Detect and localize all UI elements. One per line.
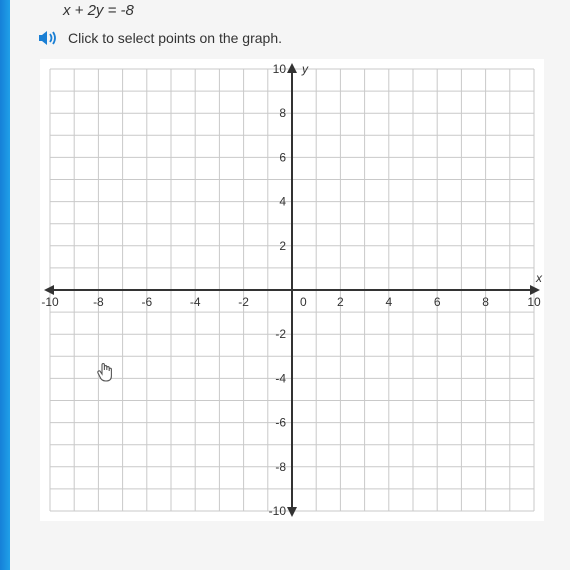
svg-text:4: 4 [385,295,392,309]
svg-text:-2: -2 [275,327,286,341]
svg-text:-10: -10 [269,504,287,518]
content-area: x + 2y = -8 Click to select points on th… [18,0,570,521]
svg-text:8: 8 [279,106,286,120]
svg-text:2: 2 [337,295,344,309]
svg-text:-2: -2 [238,295,249,309]
svg-text:6: 6 [279,150,286,164]
svg-text:-10: -10 [41,295,59,309]
svg-text:-4: -4 [190,295,201,309]
equation-text: x + 2y = -8 [18,0,570,29]
window-edge [0,0,10,570]
svg-text:2: 2 [279,239,286,253]
coordinate-grid[interactable]: -10 -8 -6 -4 -2 0 2 4 6 8 10 -10 -8 -6 -4 -2 2 4 6 8 10 y x [40,59,544,521]
svg-text:6: 6 [434,295,441,309]
svg-text:10: 10 [273,62,287,76]
svg-text:10: 10 [527,295,541,309]
speaker-icon[interactable] [38,29,60,47]
instruction-text: Click to select points on the graph. [68,30,282,46]
svg-text:-8: -8 [93,295,104,309]
svg-text:-4: -4 [275,371,286,385]
graph-container: -10 -8 -6 -4 -2 0 2 4 6 8 10 -10 -8 -6 -4 -2 2 4 6 8 10 y x [18,59,570,521]
svg-text:x: x [535,271,543,285]
svg-text:-8: -8 [275,460,286,474]
svg-text:4: 4 [279,195,286,209]
svg-text:0: 0 [300,295,307,309]
svg-text:y: y [301,62,309,76]
instruction-row: Click to select points on the graph. [18,29,570,47]
svg-text:8: 8 [482,295,489,309]
svg-text:-6: -6 [275,416,286,430]
svg-text:-6: -6 [141,295,152,309]
